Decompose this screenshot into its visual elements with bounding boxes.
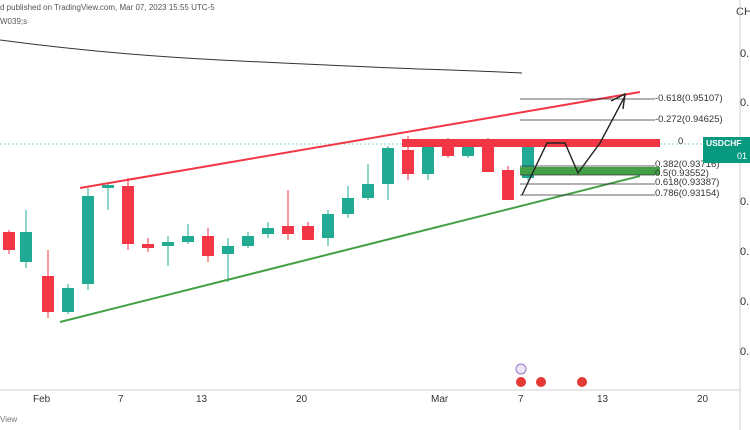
candle-body — [202, 236, 214, 256]
price-tag-line2: 01 — [737, 151, 748, 161]
price-scale-label: 0. — [740, 246, 750, 258]
indicator-caption: W039;s — [0, 17, 28, 26]
candle-body — [282, 226, 294, 234]
lightning-event-icon — [515, 363, 527, 375]
price-scale-label: 0. — [740, 196, 750, 208]
candle-body — [382, 148, 394, 184]
candle-body — [242, 236, 254, 246]
candle-body — [162, 242, 174, 246]
us-flag-event-icon — [536, 377, 546, 387]
projection-path — [521, 95, 626, 196]
candle-body — [482, 140, 494, 172]
event-icons — [515, 363, 587, 387]
moving-average-line — [0, 39, 523, 74]
candle-body — [322, 214, 334, 238]
price-scale-label: 0. — [740, 48, 750, 60]
candle-body — [142, 244, 154, 248]
time-axis-label: 13 — [196, 394, 208, 405]
projection-arrowhead — [610, 92, 626, 110]
time-axis-label: Mar — [431, 394, 449, 405]
candle-body — [222, 246, 234, 254]
candle-body — [402, 150, 414, 174]
fib-label: 0 — [678, 136, 684, 147]
time-axis-label: 20 — [296, 394, 308, 405]
fib-label: -0.618(0.95107) — [655, 93, 723, 104]
price-scale-label: 0. — [740, 296, 750, 308]
candle-body — [82, 196, 94, 284]
fib-label: -0.272(0.94625) — [655, 114, 723, 125]
time-axis-label: 13 — [597, 394, 609, 405]
candle-body — [362, 184, 374, 198]
fib-label: 0.786(0.93154) — [655, 188, 720, 199]
candle-body — [3, 232, 15, 250]
candle-body — [182, 236, 194, 242]
candle-body — [422, 144, 434, 174]
time-axis-label: 7 — [518, 394, 524, 405]
fib-retracement — [520, 98, 655, 196]
candle-body — [502, 170, 514, 200]
candle-body — [302, 226, 314, 240]
resistance-zone — [402, 139, 660, 147]
fib-label: 0.618(0.93387) — [655, 177, 720, 188]
fib-label: 0.5(0.93552) — [655, 168, 709, 179]
support-trendline — [59, 175, 641, 323]
time-axis-label: 20 — [697, 394, 709, 405]
price-scale-label: 0. — [740, 97, 750, 109]
symbol-badge: USDCHF — [703, 137, 745, 150]
candle-body — [122, 186, 134, 244]
candle-body — [342, 198, 354, 214]
support-zone — [520, 167, 660, 175]
time-axis-label: Feb — [33, 394, 51, 405]
candle-body — [62, 288, 74, 312]
time-axis-label: 7 — [118, 394, 124, 405]
candle-body — [262, 228, 274, 234]
us-flag-event-icon — [516, 377, 526, 387]
tradingview-logo: View — [0, 415, 18, 424]
us-flag-event-icon — [577, 377, 587, 387]
resistance-trendline — [79, 91, 641, 189]
candle-body — [102, 185, 114, 188]
publish-caption: d published on TradingView.com, Mar 07, … — [0, 3, 215, 12]
candle-body — [42, 276, 54, 312]
candles — [3, 136, 534, 318]
candle-body — [20, 232, 32, 262]
fib-label: 0.382(0.93716) — [655, 159, 720, 170]
price-scale-label: 0. — [740, 346, 750, 358]
